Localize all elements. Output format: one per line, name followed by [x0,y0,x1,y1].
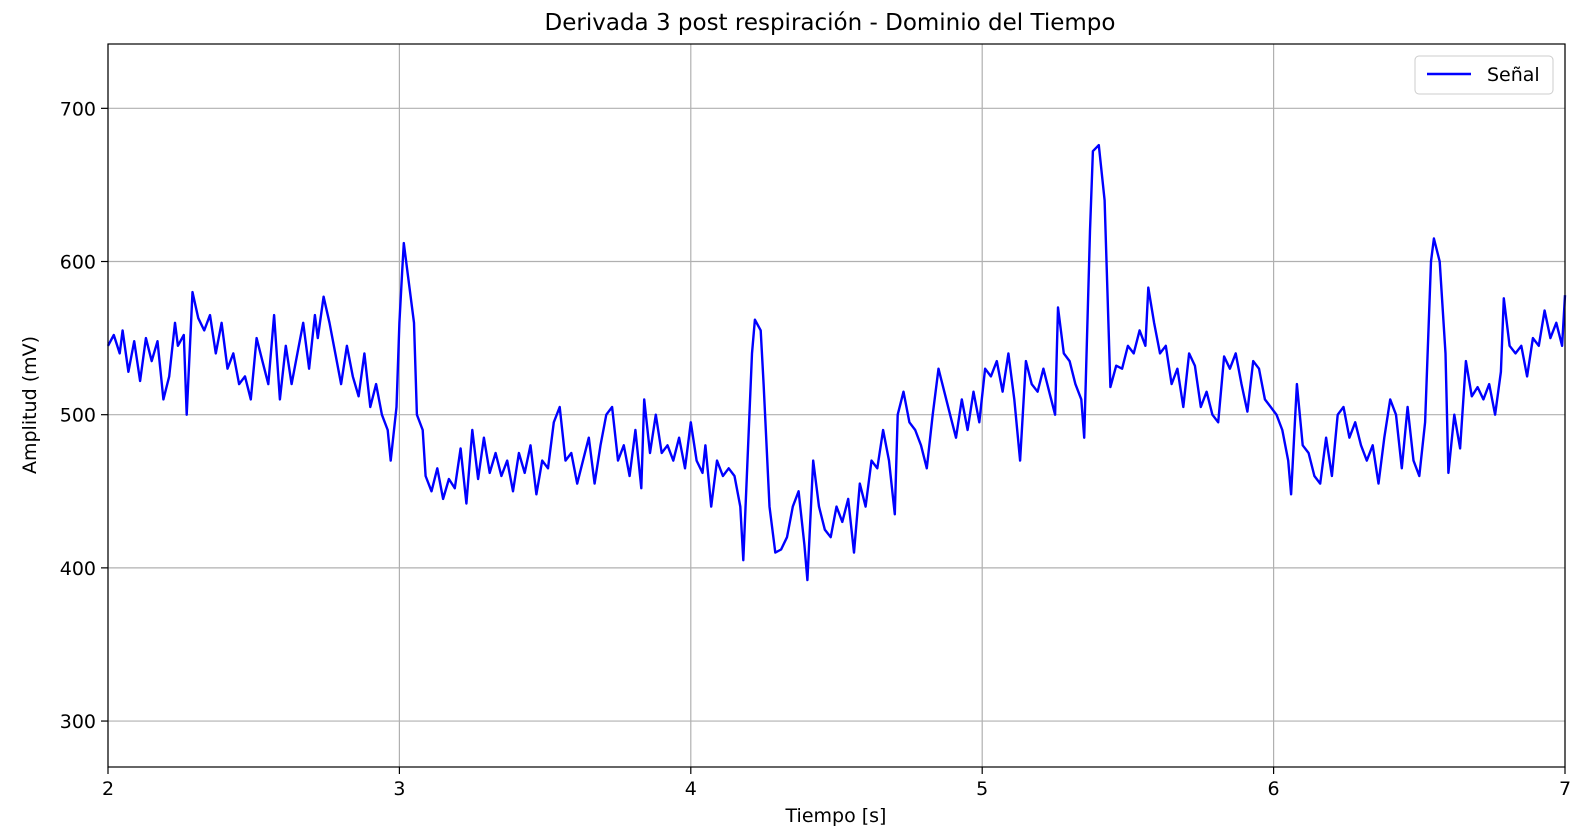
legend-label: Señal [1487,64,1540,86]
legend: Señal [1414,55,1554,95]
series-line-senal [106,143,1567,582]
x-tick-label: 4 [685,778,697,800]
x-tick-label: 3 [393,778,405,800]
chart-title: Derivada 3 post respiración - Dominio de… [545,10,1116,36]
grid-layer [107,44,1566,767]
x-tick-label: 2 [102,778,114,800]
y-tick-label: 700 [60,98,96,120]
y-axis-title: Amplitud (mV) [19,336,41,474]
x-axis-title: Tiempo [s] [785,805,887,827]
x-tick-label: 7 [1559,778,1571,800]
y-tick-label: 600 [60,252,96,274]
legend-box [1414,55,1554,95]
x-tick-label: 6 [1268,778,1280,800]
series-layer [106,143,1567,582]
x-tick-label: 5 [976,778,988,800]
y-tick-label: 500 [60,405,96,427]
y-tick-label: 300 [60,711,96,733]
tick-layer: 2 3 4 5 6 7 300 400 500 600 700 [60,98,1571,800]
y-tick-label: 400 [60,558,96,580]
plot-frame [107,43,1566,768]
